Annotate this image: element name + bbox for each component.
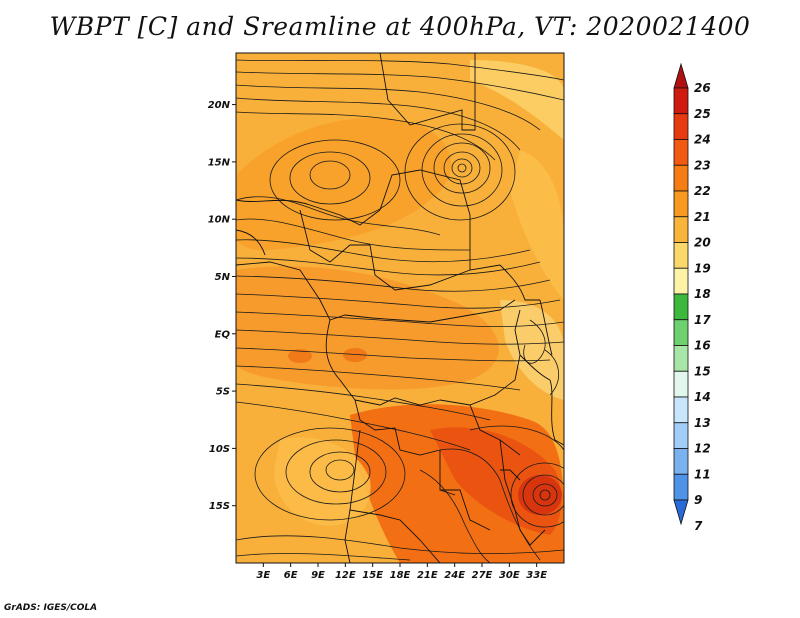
colorbar-label: 26 xyxy=(694,81,711,95)
latitude-axis: 20N 15N 10N 5N EQ 5S 10S 15S xyxy=(208,100,236,512)
lat-tick-label: 15S xyxy=(209,501,230,512)
colorbar-label: 16 xyxy=(694,339,711,353)
hot-spot-center xyxy=(288,349,312,363)
colorbar-label: 22 xyxy=(694,184,711,198)
colorbar-segment xyxy=(673,139,689,166)
streamlines xyxy=(236,59,564,563)
colorbar-segment xyxy=(673,293,689,321)
lon-tick-label: 9E xyxy=(311,570,325,581)
lon-tick-label: 24E xyxy=(444,570,465,581)
lat-tick-label: EQ xyxy=(215,329,231,340)
lon-tick-label: 18E xyxy=(390,570,411,581)
colorbar-segment xyxy=(673,370,689,398)
colorbar-segment xyxy=(673,216,689,243)
colorbar-label: 12 xyxy=(694,442,711,456)
colorbar-segment xyxy=(673,164,689,192)
colorbar-label: 7 xyxy=(694,519,703,533)
cool-zone-east xyxy=(510,150,564,300)
colorbar-segment xyxy=(673,448,689,475)
colorbar-segment xyxy=(673,422,689,449)
colorbar-segment xyxy=(673,345,689,372)
colorbar-segment xyxy=(673,242,689,269)
colorbar-segment xyxy=(673,396,689,424)
colorbar-label: 23 xyxy=(694,158,711,172)
lon-tick-label: 6E xyxy=(284,570,298,581)
lat-tick-label: 10S xyxy=(209,444,230,455)
hot-spot-center-2 xyxy=(343,348,367,362)
colorbar-label: 14 xyxy=(694,390,711,404)
map-figure: 20N 15N 10N 5N EQ 5S 10S 15S 3E 6E 9E 12E 15E 18E 21E… xyxy=(208,52,711,581)
lat-tick-label: 20N xyxy=(208,100,231,111)
colorbar-segment xyxy=(673,190,689,218)
colorbar-label: 9 xyxy=(694,493,702,507)
colorbar-label: 25 xyxy=(694,107,711,121)
colorbar-bottom-arrow xyxy=(673,499,689,526)
lon-tick-label: 15E xyxy=(362,570,383,581)
colorbar-label: 20 xyxy=(694,236,711,250)
colorbar-segment xyxy=(673,113,689,140)
plot-area xyxy=(236,53,564,563)
colorbar-label: 18 xyxy=(694,287,711,301)
colorbar-label: 24 xyxy=(694,133,711,147)
lon-tick-label: 3E xyxy=(256,570,270,581)
cool-zone-northeast xyxy=(470,60,564,140)
lon-tick-label: 33E xyxy=(526,570,547,581)
colorbar: 26 25 24 23 22 21 20 19 18 17 16 15 14 13 12 11 9 7 xyxy=(673,62,711,533)
longitude-axis: 3E 6E 9E 12E 15E 18E 21E 24E 27E 30E 33E xyxy=(256,563,547,581)
colorbar-label: 13 xyxy=(694,416,711,430)
colorbar-top-arrow xyxy=(673,62,689,89)
colorbar-segment xyxy=(673,473,689,501)
lon-tick-label: 30E xyxy=(499,570,520,581)
lon-tick-label: 27E xyxy=(472,570,493,581)
lat-tick-label: 15N xyxy=(208,157,231,168)
colorbar-label: 19 xyxy=(694,261,711,275)
grads-credit: GrADS: IGES/COLA xyxy=(4,603,98,613)
colorbar-segment xyxy=(673,267,689,295)
lat-tick-label: 5N xyxy=(215,272,231,283)
colorbar-segment xyxy=(673,87,689,115)
lat-tick-label: 5S xyxy=(216,387,230,398)
colorbar-label: 17 xyxy=(694,313,711,327)
country-borders xyxy=(236,53,564,563)
colorbar-label: 15 xyxy=(694,364,711,378)
lat-tick-label: 10N xyxy=(208,215,231,226)
lon-tick-label: 21E xyxy=(417,570,438,581)
colorbar-label: 21 xyxy=(694,210,711,224)
colorbar-label: 11 xyxy=(694,467,711,481)
lon-tick-label: 12E xyxy=(335,570,356,581)
map-title: WBPT [C] and Sreamline at 400hPa, VT: 20… xyxy=(49,12,751,41)
colorbar-segment xyxy=(673,319,689,346)
